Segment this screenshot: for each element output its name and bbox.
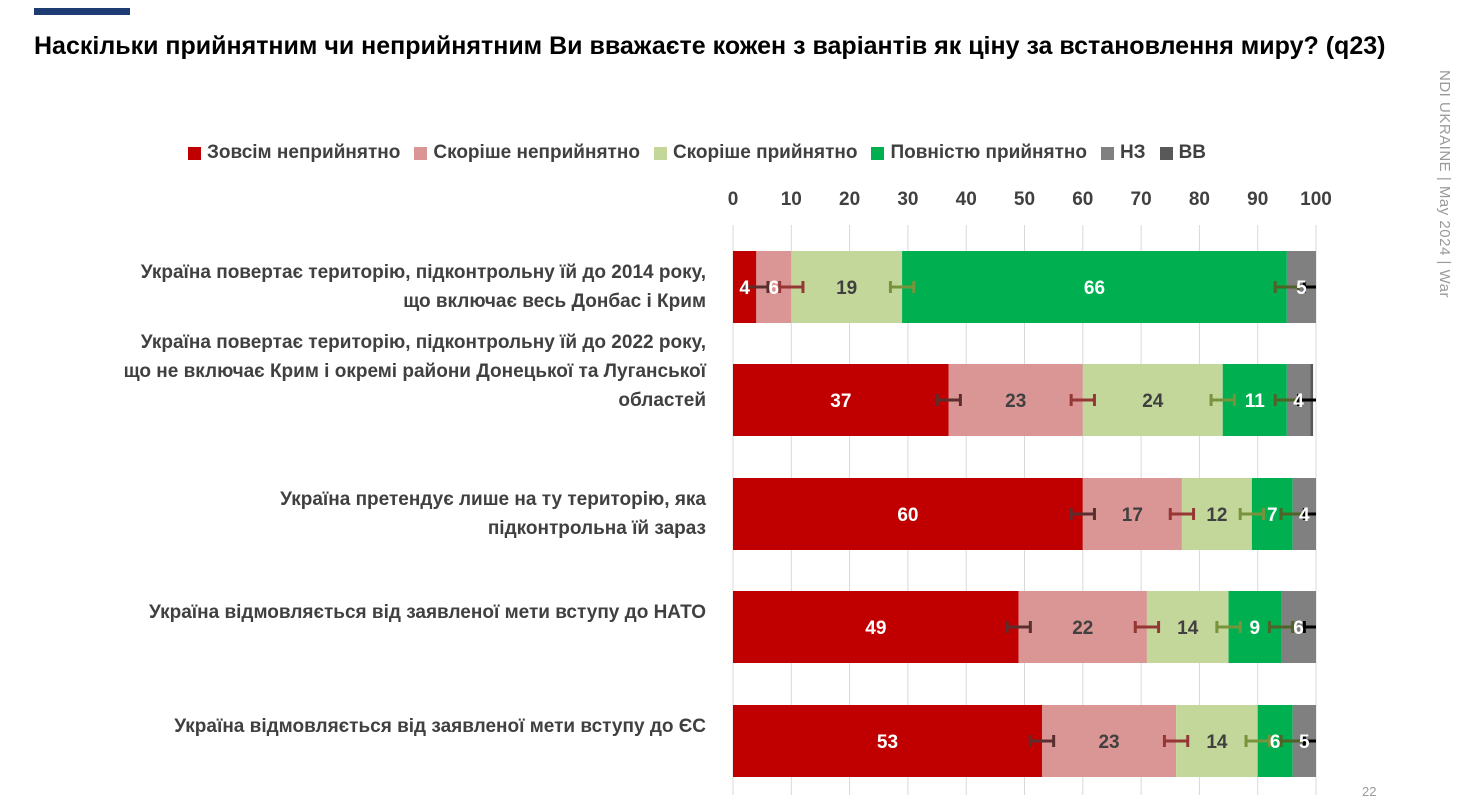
bar-segment: [1146, 591, 1229, 663]
data-label: 5: [1296, 278, 1307, 299]
bar-segment: [733, 478, 1083, 550]
data-label: 4: [739, 278, 750, 299]
data-label: 6: [769, 278, 780, 299]
legend-label: Скоріше неприйнятно: [433, 142, 640, 163]
data-label: 9: [1249, 618, 1260, 639]
bar-segment: [733, 591, 1019, 663]
legend-swatch: [1100, 146, 1114, 160]
legend-label: Повністю прийнятно: [890, 142, 1087, 163]
data-label: 23: [1005, 391, 1026, 412]
bar-segment: [1082, 364, 1223, 436]
data-label: 37: [830, 391, 851, 412]
data-label: 49: [865, 618, 886, 639]
data-label: 12: [1206, 505, 1227, 526]
x-tick-label: 10: [781, 189, 802, 210]
x-tick-label: 30: [897, 189, 918, 210]
category-label: Україна повертає територію, підконтрольн…: [123, 332, 706, 411]
chart-legend: Зовсім неприйнятно Скоріше неприйнятно С…: [188, 142, 1206, 164]
bar-segment: [1176, 705, 1258, 777]
category-label: Україна відмовляється від заявленої мети…: [149, 602, 706, 623]
data-label: 14: [1177, 618, 1199, 639]
legend-swatch: [414, 146, 428, 160]
bar-segment: [1041, 705, 1177, 777]
data-label: 6: [1270, 732, 1281, 753]
x-tick-label: 50: [1014, 189, 1035, 210]
legend-label: ВВ: [1178, 142, 1207, 163]
data-label: 4: [1299, 505, 1310, 526]
bar-segment: [791, 251, 903, 323]
data-label: 7: [1267, 505, 1278, 526]
x-tick-label: 60: [1072, 189, 1093, 210]
data-label: 19: [836, 278, 857, 299]
x-tick-label: 80: [1189, 189, 1210, 210]
x-tick-label: 90: [1247, 189, 1268, 210]
data-label: 14: [1206, 732, 1228, 753]
x-tick-label: 70: [1131, 189, 1152, 210]
category-label: Україна відмовляється від заявленої мети…: [174, 716, 706, 737]
legend-label: Скоріше прийнятно: [672, 142, 858, 163]
side-footer-text: NDI UKRAINE | May 2024 | War: [1436, 70, 1453, 298]
bar-segment: [733, 705, 1042, 777]
data-label: 17: [1122, 505, 1143, 526]
category-label: Україна повертає територію, підконтрольн…: [140, 262, 706, 312]
data-label: 5: [1299, 732, 1310, 753]
bar-segment: [948, 364, 1083, 436]
legend-item: Зовсім неприйнятно: [188, 142, 400, 164]
data-label: 24: [1142, 391, 1164, 412]
legend-item: Скоріше неприйнятно: [414, 142, 640, 164]
data-label: 6: [1293, 618, 1304, 639]
category-label: Україна претендує лише на ту територію, …: [280, 489, 706, 539]
bar-segment: [1018, 591, 1147, 663]
legend-swatch: [653, 146, 667, 160]
legend-swatch: [1159, 146, 1173, 160]
legend-label: НЗ: [1119, 142, 1146, 163]
bar-segment: [733, 364, 949, 436]
data-label: 11: [1245, 391, 1266, 412]
x-tick-label: 0: [728, 189, 739, 210]
legend-item: Повністю прийнятно: [871, 142, 1087, 164]
x-tick-label: 40: [956, 189, 977, 210]
data-label: 4: [1293, 391, 1304, 412]
legend-item: ВВ: [1159, 142, 1207, 164]
data-label: 60: [897, 505, 918, 526]
bar-segment: [1082, 478, 1182, 550]
data-label: 23: [1098, 732, 1119, 753]
data-label: 66: [1084, 278, 1105, 299]
legend-item: Скоріше прийнятно: [653, 142, 858, 164]
legend-swatch: [871, 146, 885, 160]
top-accent-bar: [34, 8, 130, 15]
legend-label: Зовсім неприйнятно: [207, 142, 401, 163]
x-tick-label: 100: [1300, 189, 1332, 210]
bar-segment: [902, 251, 1287, 323]
data-label: 53: [877, 732, 898, 753]
legend-swatch: [188, 146, 201, 160]
legend-item: НЗ: [1100, 142, 1146, 164]
page-title: Наскільки прийнятним чи неприйнятним Ви …: [34, 32, 1386, 60]
x-tick-label: 20: [839, 189, 860, 210]
data-label: 22: [1072, 618, 1093, 639]
